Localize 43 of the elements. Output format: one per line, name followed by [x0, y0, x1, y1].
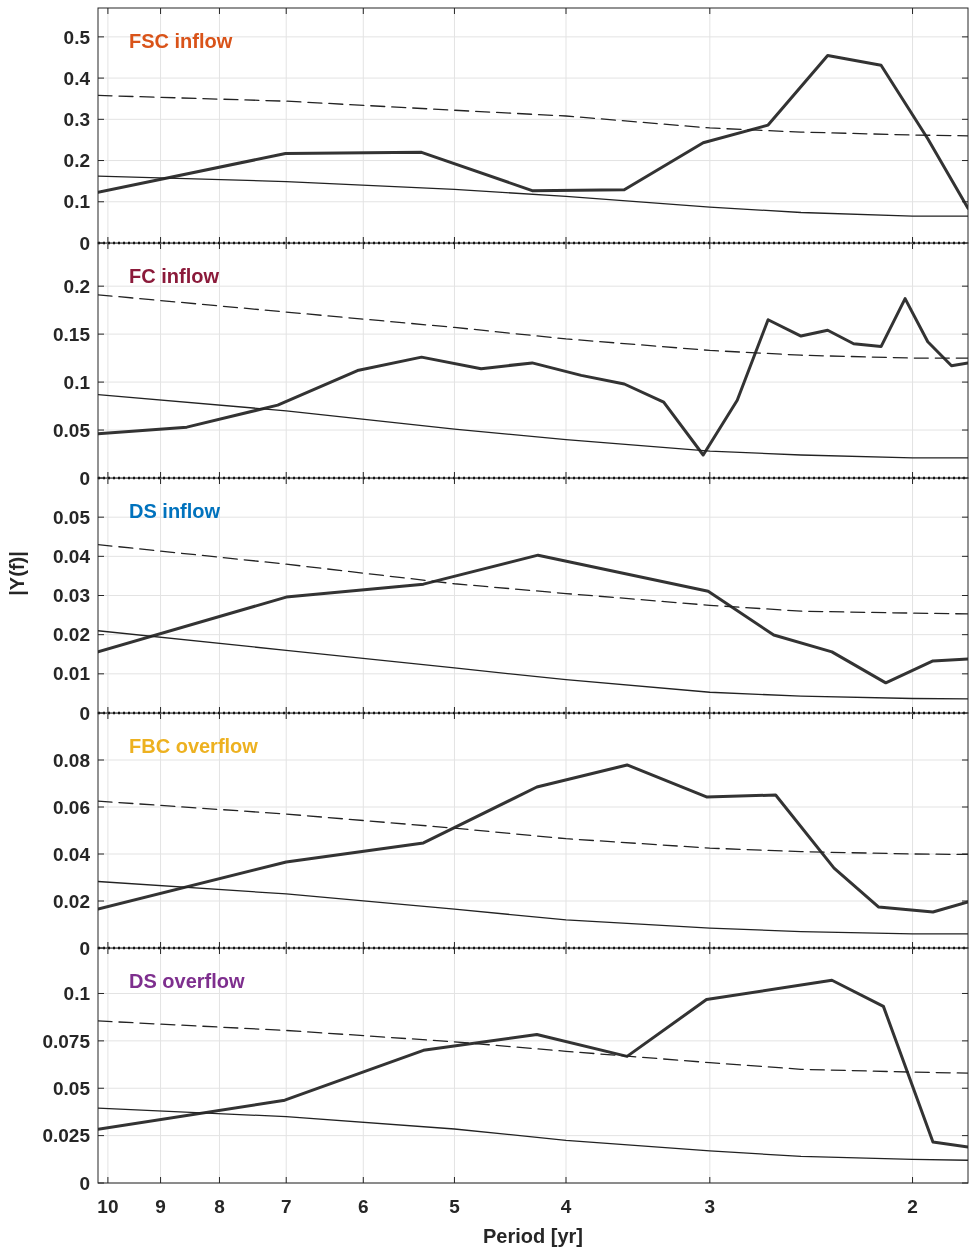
text: FC inflow: [129, 265, 220, 287]
y-tick-label: 0.2: [63, 275, 90, 297]
y-tick-label: 0.4: [63, 67, 91, 89]
y-tick-label: 0.1: [63, 371, 91, 393]
y-axis-title: |Y(f)|: [6, 551, 28, 596]
text: FSC inflow: [129, 30, 233, 52]
x-tick-label: 6: [358, 1196, 369, 1217]
text: DS inflow: [129, 500, 221, 522]
y-tick-label: 0.1: [63, 191, 91, 213]
y-tick-label: 0: [79, 232, 90, 254]
text: DS overflow: [129, 970, 246, 992]
y-tick-label: 0.06: [53, 796, 90, 818]
text: FBC overflow: [129, 735, 259, 757]
y-tick-label: 0: [79, 467, 90, 489]
y-tick-label: 0.04: [53, 843, 91, 865]
y-tick-label: 0.5: [63, 26, 91, 48]
y-tick-label: 0.025: [42, 1125, 91, 1147]
x-tick-label: 5: [449, 1196, 461, 1217]
y-tick-label: 0.04: [53, 545, 91, 567]
y-tick-label: 0.1: [63, 983, 91, 1005]
x-tick-label: 9: [155, 1196, 166, 1217]
y-tick-label: 0: [79, 937, 90, 959]
x-axis-title: Period [yr]: [482, 1225, 584, 1247]
y-tick-label: 0.3: [63, 108, 90, 130]
y-tick-label: 0: [79, 1172, 90, 1194]
y-tick-label: 0.03: [53, 585, 90, 607]
y-tick-label: 0: [79, 702, 90, 724]
y-tick-label: 0.02: [53, 890, 90, 912]
x-tick-label: 2: [907, 1196, 918, 1217]
y-tick-label: 0.08: [53, 749, 90, 771]
y-tick-label: 0.02: [53, 624, 90, 646]
x-tick-label: 10: [97, 1196, 119, 1217]
y-tick-label: 0.01: [53, 663, 91, 685]
x-tick-label: 8: [214, 1196, 225, 1217]
x-tick-label: 3: [704, 1196, 716, 1217]
y-tick-label: 0.05: [53, 419, 91, 441]
x-tick-label: 7: [280, 1196, 292, 1217]
y-tick-label: 0.15: [53, 323, 91, 345]
y-tick-label: 0.075: [42, 1030, 91, 1052]
y-tick-label: 0.2: [63, 150, 90, 172]
y-tick-label: 0.05: [53, 1077, 91, 1099]
x-tick-label: 4: [560, 1196, 572, 1217]
y-tick-label: 0.05: [53, 506, 91, 528]
